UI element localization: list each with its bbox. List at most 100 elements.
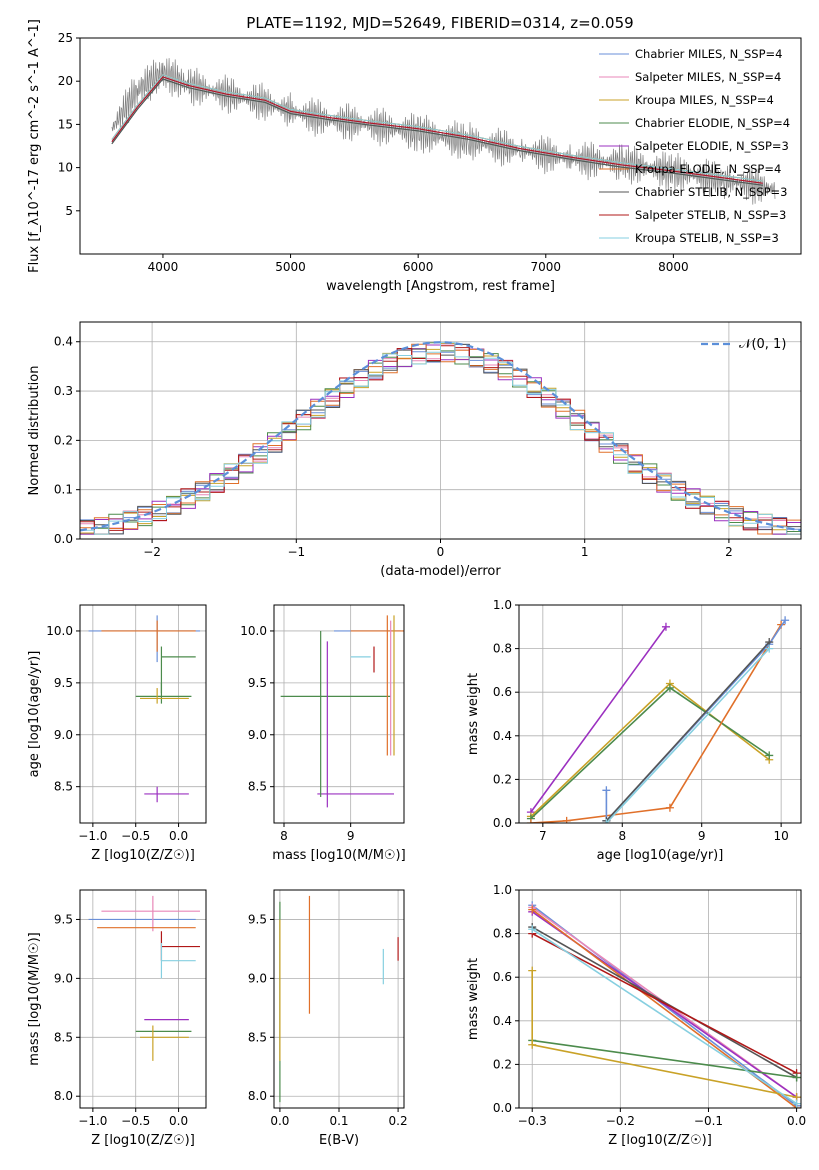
y-tick-label: 0.0 bbox=[54, 532, 73, 546]
panel-age-vs-Z: −1.0 −0.5 0.0 8.5 9.0 9.5 10.0 Z [log10(Z/Z☉)] a… bbox=[27, 604, 207, 863]
weight-line bbox=[605, 641, 770, 822]
legend-label: 𝒩(0, 1) bbox=[739, 337, 786, 352]
x-tick-label: 4000 bbox=[148, 260, 179, 274]
x-tick-label: 7000 bbox=[531, 260, 562, 274]
x-tick-label: 5000 bbox=[275, 260, 306, 274]
y-tick-label: 15 bbox=[58, 117, 73, 131]
plot-area bbox=[280, 615, 404, 808]
x-tick-label: 0.0 bbox=[270, 1114, 289, 1128]
panel-age-vs-mass: 8 9 8.5 9.0 9.5 10.0 mass [log10(M/M☉)] bbox=[240, 604, 406, 863]
model-spectrum-7 bbox=[111, 76, 763, 184]
x-axis-label: mass [log10(M/M☉)] bbox=[272, 848, 405, 863]
weight-marker bbox=[562, 816, 571, 823]
y-tick-label: 0.2 bbox=[493, 772, 512, 786]
axes-frame bbox=[273, 604, 405, 824]
plot-area bbox=[111, 58, 776, 205]
x-axis-label: age [log10(age/yr)] bbox=[597, 848, 724, 863]
gaussian-curve bbox=[80, 341, 801, 532]
x-tick-label: 9 bbox=[347, 829, 355, 843]
y-tick-label: 0.6 bbox=[493, 685, 512, 699]
y-tick-label: 9.0 bbox=[248, 971, 267, 985]
x-axis-label: Z [log10(Z/Z☉)] bbox=[91, 848, 195, 863]
y-tick-label: 0.4 bbox=[493, 1014, 512, 1028]
weight-marker bbox=[528, 1040, 537, 1049]
weight-marker bbox=[602, 819, 611, 823]
y-tick-label: 0.2 bbox=[493, 1057, 512, 1071]
y-tick-label: 0.4 bbox=[54, 335, 73, 349]
y-tick-label: 8.5 bbox=[54, 780, 73, 794]
y-tick-label: 25 bbox=[58, 31, 73, 45]
legend: Chabrier MILES, N_SSP=4 Salpeter MILES, N… bbox=[599, 47, 790, 245]
legend-label: Chabrier ELODIE, N_SSP=4 bbox=[635, 116, 790, 130]
weight-line bbox=[531, 926, 797, 1079]
x-tick-label: 8 bbox=[618, 829, 626, 843]
weight-marker bbox=[765, 644, 774, 653]
weight-line bbox=[605, 648, 770, 823]
x-tick-label: 0.0 bbox=[787, 1114, 806, 1128]
figure-title: PLATE=1192, MJD=52649, FIBERID=0314, z=0… bbox=[246, 14, 633, 32]
axes-frame bbox=[79, 321, 802, 540]
legend-label: Salpeter STELIB, N_SSP=3 bbox=[635, 208, 786, 222]
weight-line bbox=[531, 932, 797, 1074]
weight-marker bbox=[661, 622, 670, 631]
x-tick-label: 9 bbox=[698, 829, 706, 843]
weight-marker bbox=[665, 803, 674, 812]
weight-marker bbox=[602, 786, 611, 795]
y-tick-label: 0.4 bbox=[493, 729, 512, 743]
plot-area bbox=[80, 341, 801, 535]
y-tick-label: 8.0 bbox=[54, 1089, 73, 1103]
observed-spectrum bbox=[111, 58, 776, 205]
plot-area bbox=[279, 895, 399, 1103]
y-tick-label: 0.1 bbox=[54, 483, 73, 497]
weight-marker bbox=[792, 1099, 801, 1108]
x-tick-label: 8000 bbox=[658, 260, 689, 274]
x-axis-label: Z [log10(Z/Z☉)] bbox=[608, 1133, 712, 1148]
axes-frame bbox=[79, 37, 802, 255]
y-tick-label: 0.2 bbox=[54, 433, 73, 447]
y-axis-label: mass weight bbox=[466, 958, 481, 1040]
y-tick-label: 10 bbox=[58, 161, 73, 175]
axes-frame bbox=[79, 604, 207, 824]
axes-frame bbox=[518, 889, 802, 1109]
plot-area bbox=[526, 616, 790, 823]
x-tick-label: 8 bbox=[280, 829, 288, 843]
panels: 4000 5000 6000 7000 8000510152025wavelength … bbox=[27, 19, 806, 1148]
residual-histogram-8 bbox=[80, 342, 801, 535]
x-tick-label: −1 bbox=[287, 545, 305, 559]
x-tick-label: 1 bbox=[581, 545, 589, 559]
y-tick-label: 10.0 bbox=[240, 624, 267, 638]
x-tick-label: 0.0 bbox=[169, 1114, 188, 1128]
y-tick-label: 9.0 bbox=[54, 728, 73, 742]
panel-weight-vs-age: 7 8 9 10 0.0 0.2 0.4 0.6 0.8 1.0 age [log10(age/yr… bbox=[466, 598, 802, 863]
x-tick-label: 7 bbox=[539, 829, 547, 843]
plot-area bbox=[88, 615, 200, 803]
y-axis-label: mass weight bbox=[466, 673, 481, 755]
x-tick-label: 0 bbox=[437, 545, 445, 559]
x-tick-label: 10 bbox=[774, 829, 789, 843]
weight-marker bbox=[528, 905, 537, 914]
weight-line bbox=[530, 626, 667, 813]
weight-line bbox=[530, 624, 782, 823]
weight-line bbox=[532, 1039, 797, 1079]
y-tick-label: 20 bbox=[58, 74, 73, 88]
weight-marker bbox=[781, 616, 790, 625]
x-tick-label: 0.1 bbox=[329, 1114, 348, 1128]
y-tick-label: 8.5 bbox=[248, 780, 267, 794]
weight-marker bbox=[526, 819, 535, 823]
y-axis-label: age [log10(age/yr)] bbox=[27, 651, 42, 778]
y-tick-label: 0.3 bbox=[54, 384, 73, 398]
x-axis-label: E(B-V) bbox=[319, 1133, 359, 1148]
panel-residuals: −2 −1 0 1 2 0.0 0.1 0.2 0.3 0.4 (data-model)/error… bbox=[27, 321, 802, 579]
y-tick-label: 8.0 bbox=[248, 1089, 267, 1103]
axes-frame bbox=[273, 889, 405, 1109]
legend-label: Kroupa ELODIE, N_SSP=4 bbox=[635, 162, 781, 176]
weight-marker bbox=[665, 683, 674, 692]
y-axis-label: Flux [f_λ10^-17 erg cm^-2 s^-1 A^-1] bbox=[27, 19, 42, 273]
x-tick-label: −0.1 bbox=[694, 1114, 723, 1128]
y-tick-label: 0.6 bbox=[493, 970, 512, 984]
x-tick-label: 0.2 bbox=[389, 1114, 408, 1128]
panel-weight-vs-Z: −0.3 −0.2 −0.1 0.0 0.0 0.2 0.4 0.6 0.8 1.0 Z [log1… bbox=[466, 883, 806, 1148]
x-tick-label: 0.0 bbox=[169, 829, 188, 843]
weight-line bbox=[531, 928, 798, 1105]
